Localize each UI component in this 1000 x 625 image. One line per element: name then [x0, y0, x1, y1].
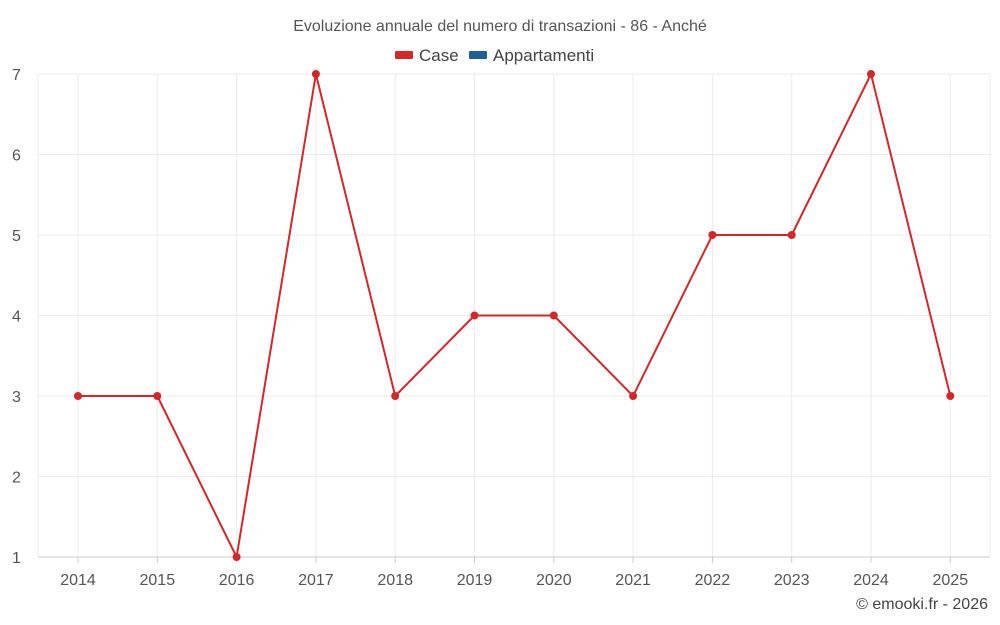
x-tick-label: 2019: [457, 572, 493, 589]
series-points: [74, 70, 955, 561]
legend-item-case[interactable]: Case: [395, 46, 459, 65]
y-tick-label: 7: [12, 67, 21, 84]
y-tick-label: 2: [12, 470, 21, 487]
x-tick-label: 2016: [219, 572, 255, 589]
y-axis-ticks: 1 2 3 4 5 6 7: [12, 67, 21, 567]
x-tick-label: 2022: [695, 572, 731, 589]
data-point[interactable]: [391, 392, 400, 400]
x-tick-label: 2017: [298, 572, 334, 589]
data-point[interactable]: [787, 231, 796, 239]
x-tick-label: 2023: [774, 572, 810, 589]
y-tick-label: 6: [12, 148, 21, 165]
y-grid: [38, 73, 990, 477]
y-tick-label: 1: [12, 550, 21, 567]
x-tick-label: 2020: [536, 572, 572, 589]
x-axis-ticks: 2014 2015 2016 2017 2018 2019 2020 2021 2022 2023…: [60, 557, 968, 589]
data-point[interactable]: [549, 311, 558, 320]
x-tick-label: 2025: [933, 572, 969, 589]
data-point[interactable]: [946, 392, 955, 400]
y-tick-label: 4: [12, 309, 21, 326]
data-point[interactable]: [470, 311, 479, 320]
data-point[interactable]: [867, 70, 875, 78]
y-tick-label: 3: [12, 389, 21, 406]
legend-item-appartamenti[interactable]: Appartamenti: [469, 46, 594, 65]
x-tick-label: 2024: [853, 572, 889, 589]
y-tick-label: 5: [12, 228, 21, 245]
chart-title: Evoluzione annuale del numero di transaz…: [293, 18, 707, 35]
data-point[interactable]: [708, 231, 717, 239]
series-line-case: [78, 73, 952, 558]
data-point[interactable]: [629, 392, 638, 400]
x-tick-label: 2018: [377, 572, 413, 589]
legend-swatch-case: [395, 51, 413, 59]
legend-swatch-appartamenti: [469, 51, 487, 59]
x-tick-label: 2015: [140, 572, 176, 589]
series-lines: [78, 73, 952, 558]
credit-text: © emooki.fr - 2026: [856, 596, 988, 613]
data-point[interactable]: [311, 70, 320, 78]
legend: Case Appartamenti: [395, 46, 594, 65]
x-tick-label: 2021: [615, 572, 651, 589]
legend-label-appartamenti: Appartamenti: [493, 46, 594, 65]
data-point[interactable]: [153, 392, 162, 400]
x-tick-label: 2014: [60, 572, 96, 589]
data-point[interactable]: [232, 553, 241, 561]
data-point[interactable]: [74, 392, 82, 400]
legend-label-case: Case: [419, 46, 459, 65]
